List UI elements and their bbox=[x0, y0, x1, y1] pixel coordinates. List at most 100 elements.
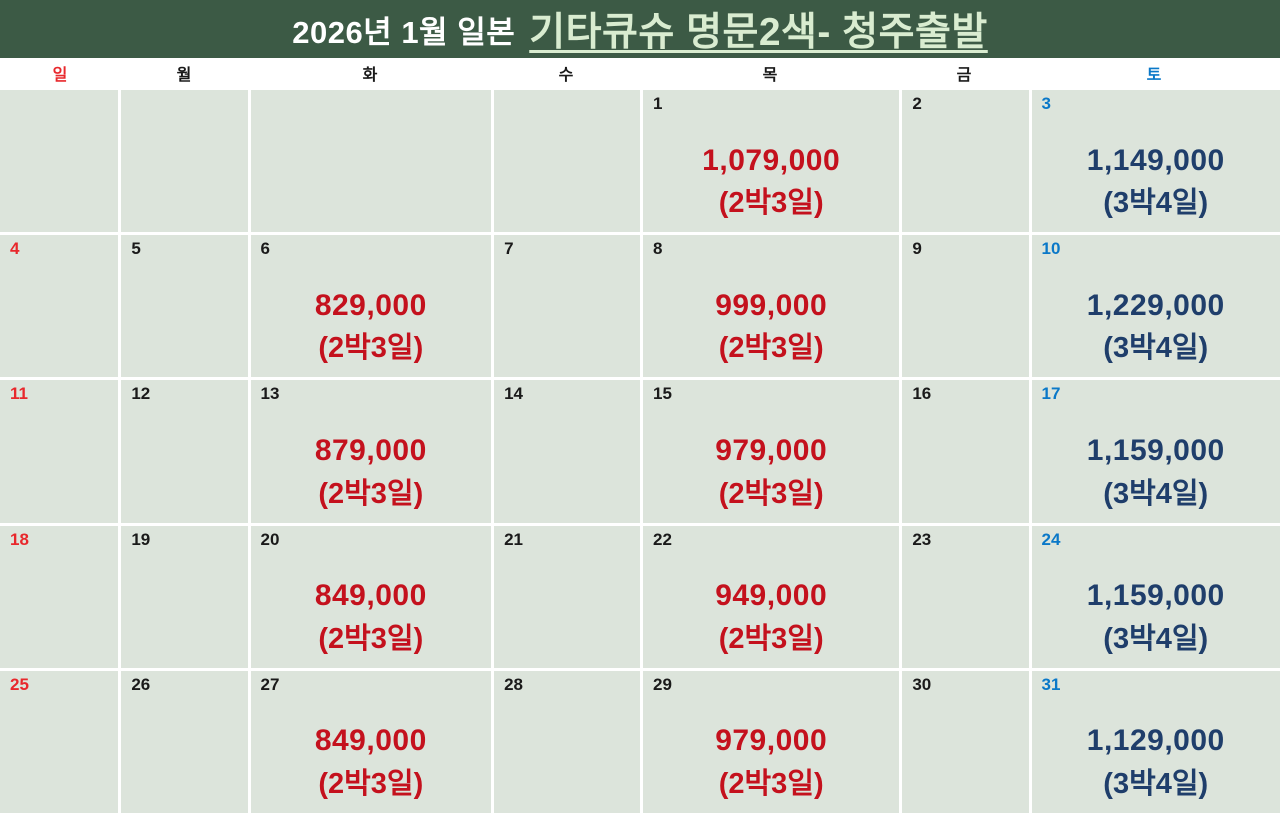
weekday-label-금: 금 bbox=[956, 67, 972, 84]
day-number: 18 bbox=[10, 529, 29, 549]
tour-duration: (2박3일) bbox=[718, 767, 824, 800]
calendar-title-bar: 2026년 1월 일본 기타큐슈 명문2색- 청주출발 bbox=[0, 0, 1280, 58]
tour-duration: (3박4일) bbox=[1103, 477, 1209, 510]
day-cell-empty bbox=[0, 90, 119, 233]
tour-duration: (2박3일) bbox=[318, 477, 424, 510]
tour-price: 1,229,000 bbox=[1086, 288, 1225, 322]
day-cell-10: 10 1,229,000 (3박4일) bbox=[1031, 235, 1280, 378]
tour-price-block: 1,129,000 (3박4일) bbox=[1032, 719, 1280, 805]
tour-price: 849,000 bbox=[314, 579, 427, 613]
day-number: 19 bbox=[131, 529, 151, 549]
day-cell-20: 20 849,000 (2박3일) bbox=[250, 525, 492, 668]
tour-price: 1,149,000 bbox=[1086, 143, 1225, 177]
day-cell-25: 25 bbox=[0, 670, 119, 813]
day-number: 2 bbox=[912, 94, 922, 113]
day-number: 16 bbox=[912, 384, 932, 404]
day-number: 13 bbox=[260, 384, 280, 404]
tour-duration: (3박4일) bbox=[1103, 767, 1209, 800]
tour-price-block: 1,159,000 (3박4일) bbox=[1032, 429, 1280, 515]
day-cell-29: 29 979,000 (2박3일) bbox=[642, 670, 900, 813]
tour-price-block: 849,000 (2박3일) bbox=[251, 574, 492, 660]
day-cell-empty bbox=[494, 90, 640, 233]
day-cell-17: 17 1,159,000 (3박4일) bbox=[1031, 380, 1280, 523]
tour-price: 1,159,000 bbox=[1086, 579, 1225, 613]
calendar-grid: 1 1,079,000 (2박3일) 2 3 1,149,000 (3박4일) 4 5 6 829,… bbox=[0, 88, 1280, 813]
tour-duration: (2박3일) bbox=[718, 622, 824, 655]
day-cell-22: 22 949,000 (2박3일) bbox=[642, 525, 900, 668]
day-number: 4 bbox=[10, 239, 20, 259]
day-cell-15: 15 979,000 (2박3일) bbox=[642, 380, 900, 523]
day-cell-9: 9 bbox=[902, 235, 1029, 378]
day-number: 28 bbox=[504, 674, 523, 694]
tour-duration: (2박3일) bbox=[318, 332, 424, 365]
day-cell-empty bbox=[250, 90, 492, 233]
tour-duration: (3박4일) bbox=[1103, 187, 1209, 220]
tour-price: 1,129,000 bbox=[1086, 724, 1225, 758]
tour-duration: (2박3일) bbox=[318, 622, 424, 655]
tour-duration: (2박3일) bbox=[318, 767, 424, 800]
weekday-label-화: 화 bbox=[362, 67, 378, 84]
weekday-label-목: 목 bbox=[762, 67, 778, 84]
day-number: 22 bbox=[652, 529, 672, 549]
tour-duration: (3박4일) bbox=[1103, 332, 1209, 365]
weekday-label-수: 수 bbox=[558, 67, 574, 84]
day-number: 15 bbox=[652, 384, 672, 404]
tour-price-block: 979,000 (2박3일) bbox=[643, 429, 899, 515]
tour-duration: (2박3일) bbox=[718, 477, 824, 510]
day-cell-21: 21 bbox=[494, 525, 640, 668]
day-cell-24: 24 1,159,000 (3박4일) bbox=[1031, 525, 1280, 668]
tour-price-block: 879,000 (2박3일) bbox=[251, 429, 492, 515]
day-number: 8 bbox=[652, 239, 663, 259]
tour-price-block: 999,000 (2박3일) bbox=[643, 284, 899, 370]
day-cell-23: 23 bbox=[902, 525, 1029, 668]
day-number: 31 bbox=[1041, 674, 1061, 694]
day-number: 1 bbox=[652, 94, 663, 113]
day-cell-1: 1 1,079,000 (2박3일) bbox=[642, 90, 900, 233]
day-cell-13: 13 879,000 (2박3일) bbox=[250, 380, 492, 523]
tour-price: 1,159,000 bbox=[1086, 434, 1225, 468]
day-number: 17 bbox=[1041, 384, 1061, 404]
day-number: 27 bbox=[260, 674, 280, 694]
day-number: 20 bbox=[260, 529, 280, 549]
day-number: 30 bbox=[912, 674, 932, 694]
day-number: 26 bbox=[131, 674, 151, 694]
day-number: 21 bbox=[504, 529, 523, 549]
day-number: 29 bbox=[652, 674, 672, 694]
day-number bbox=[121, 95, 247, 114]
day-number: 6 bbox=[260, 239, 270, 259]
tour-price-block: 1,159,000 (3박4일) bbox=[1032, 574, 1280, 660]
day-cell-30: 30 bbox=[902, 670, 1029, 813]
tour-price: 829,000 bbox=[314, 288, 427, 322]
day-number: 14 bbox=[504, 384, 523, 404]
weekday-label-일: 일 bbox=[52, 67, 68, 84]
day-number: 7 bbox=[504, 239, 514, 259]
day-cell-14: 14 bbox=[494, 380, 640, 523]
tour-price: 879,000 bbox=[314, 434, 427, 468]
tour-price: 979,000 bbox=[715, 724, 828, 758]
day-cell-31: 31 1,129,000 (3박4일) bbox=[1031, 670, 1280, 813]
day-number: 3 bbox=[1041, 94, 1051, 113]
day-cell-2: 2 bbox=[902, 90, 1029, 233]
day-cell-8: 8 999,000 (2박3일) bbox=[642, 235, 900, 378]
day-number: 11 bbox=[10, 384, 28, 404]
day-cell-27: 27 849,000 (2박3일) bbox=[250, 670, 492, 813]
day-number: 25 bbox=[10, 674, 29, 694]
day-cell-19: 19 bbox=[121, 525, 248, 668]
tour-price-block: 829,000 (2박3일) bbox=[251, 284, 492, 370]
tour-price: 999,000 bbox=[715, 288, 828, 322]
tour-price: 849,000 bbox=[314, 724, 427, 758]
day-cell-6: 6 829,000 (2박3일) bbox=[250, 235, 492, 378]
day-number bbox=[0, 95, 118, 114]
day-cell-18: 18 bbox=[0, 525, 119, 668]
day-number bbox=[494, 95, 640, 114]
day-number: 9 bbox=[912, 239, 922, 259]
day-cell-empty bbox=[121, 90, 248, 233]
day-cell-16: 16 bbox=[902, 380, 1029, 523]
day-cell-28: 28 bbox=[494, 670, 640, 813]
tour-duration: (2박3일) bbox=[718, 332, 824, 365]
tour-price-block: 849,000 (2박3일) bbox=[251, 719, 492, 805]
day-number: 23 bbox=[912, 529, 932, 549]
tour-price: 979,000 bbox=[715, 434, 828, 468]
